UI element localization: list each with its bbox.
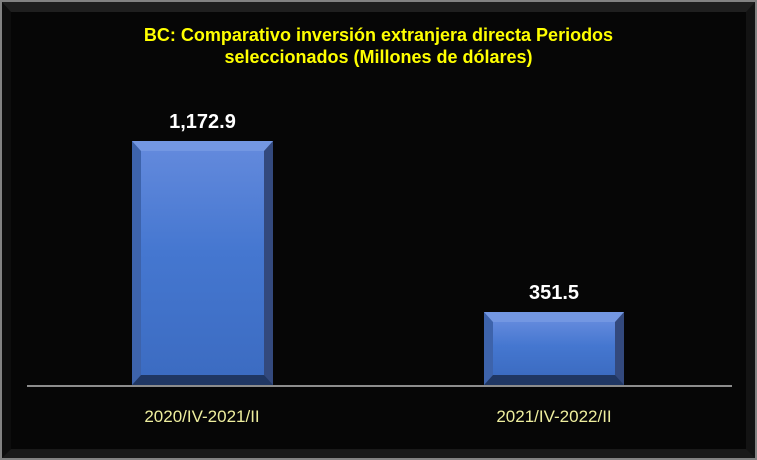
chart-title: BC: Comparativo inversión extranjera dir… <box>30 24 727 68</box>
category-label-2020iv-2021ii: 2020/IV-2021/II <box>144 407 260 426</box>
bar-2021iv-2022ii <box>484 312 624 385</box>
chart-title-line-1: BC: Comparativo inversión extranjera dir… <box>143 25 614 45</box>
bar-group-2020iv-2021ii: 1,172.9 <box>132 111 273 385</box>
bar-value-label: 351.5 <box>528 282 580 304</box>
chart-title-line-2: seleccionados (Millones de dólares) <box>224 47 533 67</box>
category-label-2021iv-2022ii: 2021/IV-2022/II <box>496 407 612 426</box>
bar-2020iv-2021ii <box>132 141 273 385</box>
bar-group-2021iv-2022ii: 351.5 <box>484 282 624 385</box>
x-axis-baseline <box>27 385 732 387</box>
bar-value-label: 1,172.9 <box>169 111 236 133</box>
